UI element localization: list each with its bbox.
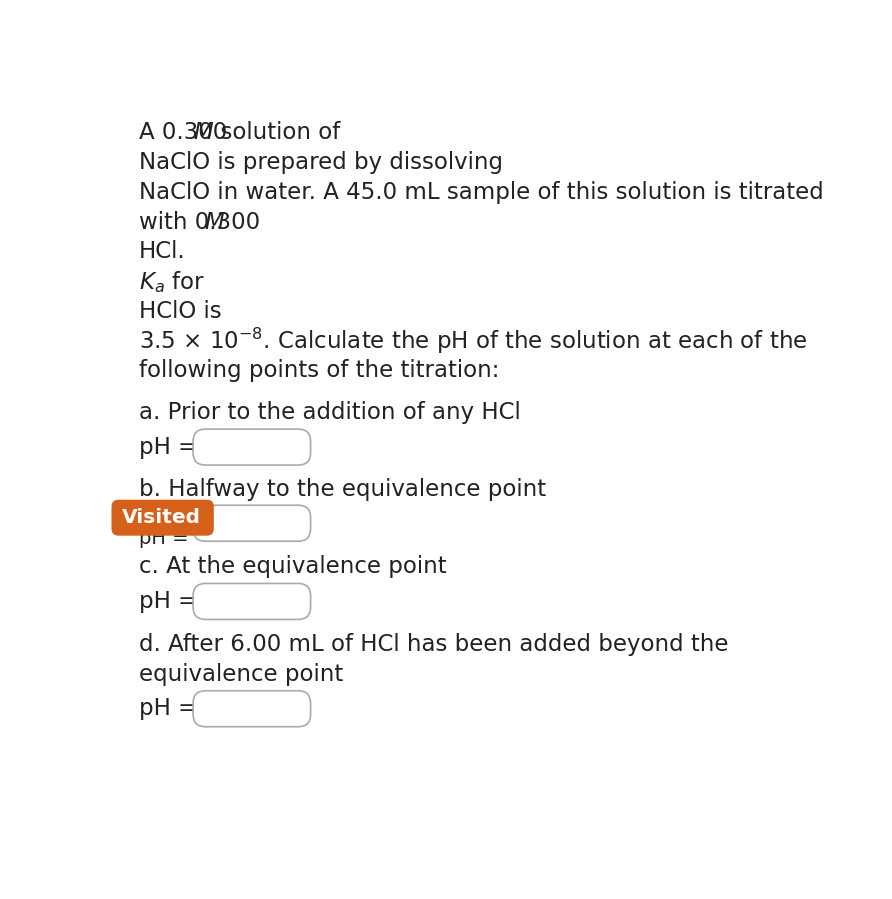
Text: M: M bbox=[204, 210, 224, 234]
FancyBboxPatch shape bbox=[193, 690, 310, 726]
Text: pH =: pH = bbox=[139, 529, 189, 548]
Text: pH =: pH = bbox=[139, 698, 197, 720]
Text: following points of the titration:: following points of the titration: bbox=[139, 360, 500, 382]
Text: solution of: solution of bbox=[205, 121, 340, 145]
FancyBboxPatch shape bbox=[193, 583, 310, 619]
Text: $K_a$ for: $K_a$ for bbox=[139, 269, 205, 295]
FancyBboxPatch shape bbox=[193, 429, 310, 465]
Text: NaClO in water. A 45.0 mL sample of this solution is titrated: NaClO in water. A 45.0 mL sample of this… bbox=[139, 181, 824, 204]
FancyBboxPatch shape bbox=[112, 500, 214, 536]
Text: d. After 6.00 mL of HCl has been added beyond the: d. After 6.00 mL of HCl has been added b… bbox=[139, 633, 729, 656]
Text: Visited: Visited bbox=[122, 508, 201, 527]
Text: HCl.: HCl. bbox=[139, 240, 186, 263]
Text: A 0.300: A 0.300 bbox=[139, 121, 235, 145]
Text: a. Prior to the addition of any HCl: a. Prior to the addition of any HCl bbox=[139, 401, 521, 424]
Text: pH =: pH = bbox=[139, 590, 197, 613]
Text: with 0.300: with 0.300 bbox=[139, 210, 268, 234]
Text: pH =: pH = bbox=[139, 436, 197, 458]
Text: c. At the equivalence point: c. At the equivalence point bbox=[139, 556, 447, 578]
FancyBboxPatch shape bbox=[193, 505, 310, 541]
Text: 3.5 × 10$^{-8}$. Calculate the pH of the solution at each of the: 3.5 × 10$^{-8}$. Calculate the pH of the… bbox=[139, 326, 807, 356]
Text: NaClO is prepared by dissolving: NaClO is prepared by dissolving bbox=[139, 151, 503, 174]
Text: equivalence point: equivalence point bbox=[139, 663, 343, 686]
Text: HClO is: HClO is bbox=[139, 300, 222, 323]
Text: b. Halfway to the equivalence point: b. Halfway to the equivalence point bbox=[139, 478, 546, 502]
Text: M: M bbox=[193, 121, 213, 145]
